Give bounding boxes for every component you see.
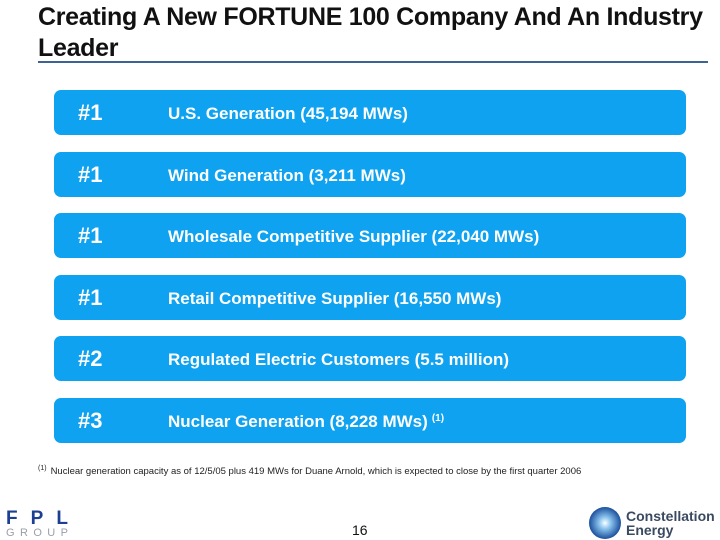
page-number: 16 <box>352 522 368 538</box>
svg-text:GROUP: GROUP <box>6 527 68 538</box>
logo-line1: Constellation <box>626 508 715 524</box>
footnote-marker: (1) <box>38 465 47 472</box>
rank: #2 <box>78 346 103 371</box>
ranking-bar: #1 Retail Competitive Supplier (16,550 M… <box>54 275 686 320</box>
logo-line2: Energy <box>626 522 674 538</box>
ranking-bar: #2 Regulated Electric Customers (5.5 mil… <box>54 336 686 381</box>
ranking-label: Wholesale Competitive Supplier (22,040 M… <box>168 227 540 246</box>
ranking-bar: #1 Wholesale Competitive Supplier (22,04… <box>54 213 686 258</box>
rank: #1 <box>78 285 103 310</box>
rank: #1 <box>78 100 103 125</box>
footnote-text: Nuclear generation capacity as of 12/5/0… <box>50 466 582 478</box>
footnote: (1) Nuclear generation capacity as of 12/… <box>38 465 581 477</box>
ranking-bar: #3 Nuclear Generation (8,228 MWs) (1) <box>54 398 686 443</box>
fpl-group-logo: FPL GROUP <box>6 508 76 540</box>
starburst-icon <box>589 507 621 539</box>
footnote-ref: (1) <box>431 413 445 424</box>
ranking-label: Nuclear Generation (8,228 MWs) (1) <box>168 412 445 431</box>
ranking-label: Retail Competitive Supplier (16,550 MWs) <box>168 289 502 308</box>
title-divider <box>38 61 708 63</box>
rank: #1 <box>78 162 103 187</box>
ranking-label: Wind Generation (3,211 MWs) <box>168 166 406 185</box>
rank: #3 <box>78 408 103 433</box>
rank: #1 <box>78 223 103 248</box>
ranking-label: U.S. Generation (45,194 MWs) <box>168 104 408 123</box>
slide-title: Creating A New FORTUNE 100 Company And A… <box>38 3 703 62</box>
ranking-bar: #1 Wind Generation (3,211 MWs) <box>54 152 686 197</box>
constellation-energy-logo: Constellation Energy <box>588 506 715 540</box>
svg-text:FPL: FPL <box>6 508 68 529</box>
ranking-bar: #1 U.S. Generation (45,194 MWs) <box>54 90 686 135</box>
ranking-label: Regulated Electric Customers (5.5 millio… <box>168 350 510 369</box>
